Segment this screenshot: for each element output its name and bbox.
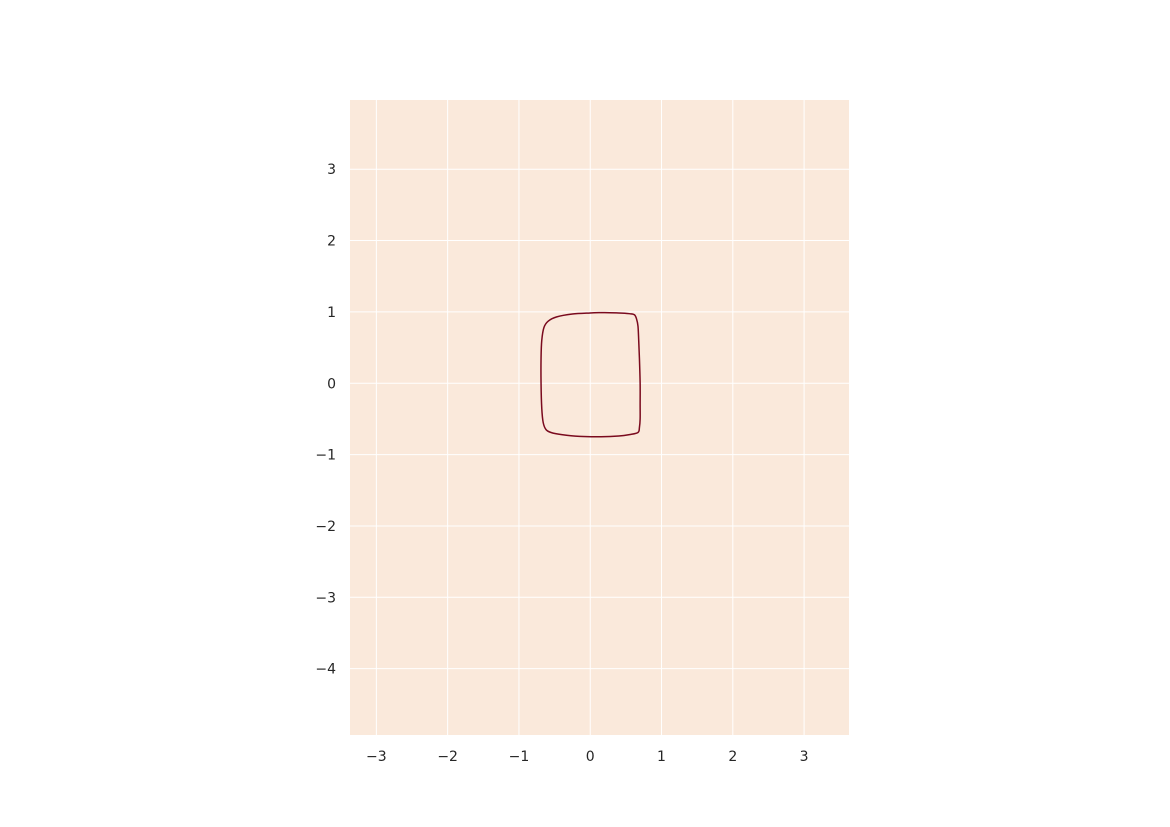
y-tick-labels: −4 −3 −2 −1 0 1 2 3 <box>315 162 336 677</box>
contour-curve <box>540 311 641 438</box>
y-tick-label: 3 <box>327 162 336 178</box>
x-tick-label: 3 <box>800 749 809 765</box>
curve-layer <box>540 311 641 438</box>
plot-area <box>350 100 849 735</box>
y-tick-label: 2 <box>327 234 336 250</box>
x-tick-label: 0 <box>586 749 595 765</box>
x-tick-label: 1 <box>657 749 666 765</box>
x-tick-label: 2 <box>728 749 737 765</box>
y-tick-label: −4 <box>315 662 336 678</box>
y-tick-label: −2 <box>315 519 336 535</box>
y-tick-label: −3 <box>315 590 336 606</box>
x-tick-labels: −3 −2 −1 0 1 2 3 <box>366 749 808 765</box>
x-tick-label: −3 <box>366 749 387 765</box>
y-tick-label: −1 <box>315 448 336 464</box>
grid-lines <box>350 100 849 735</box>
y-tick-label: 0 <box>327 376 336 392</box>
y-tick-label: 1 <box>327 305 336 321</box>
x-tick-label: −2 <box>437 749 458 765</box>
x-tick-label: −1 <box>509 749 530 765</box>
